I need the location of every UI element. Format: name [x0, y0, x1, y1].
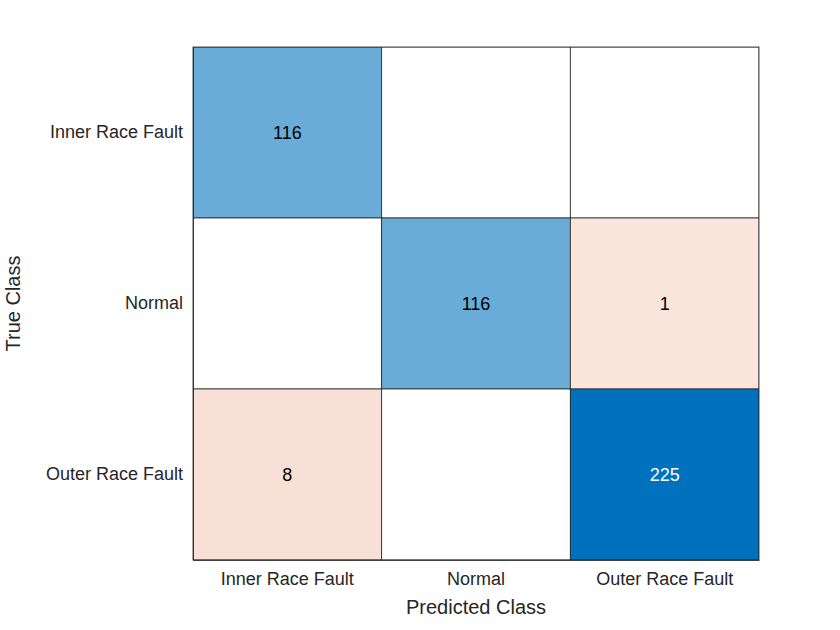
- empty-cell: [570, 47, 759, 218]
- cell-label: 1: [660, 294, 670, 314]
- axis-line: [193, 48, 194, 561]
- frame: [193, 47, 759, 560]
- cell-label: 116: [273, 123, 302, 143]
- tick: Outer Race Fault: [596, 560, 733, 589]
- tick-label: Normal: [125, 293, 183, 313]
- tick-label: Outer Race Fault: [46, 464, 183, 484]
- empty-cell: [382, 47, 571, 218]
- cell: [570, 389, 759, 560]
- cell: [193, 389, 382, 560]
- cell-labels: 116 116 1 8 225: [273, 123, 680, 485]
- cell-label: 8: [282, 465, 292, 485]
- x-axis: Inner Race Fault Normal Outer Race Fault: [194, 560, 760, 589]
- cell: [382, 218, 571, 389]
- tick: Normal: [125, 293, 193, 313]
- tick: Outer Race Fault: [46, 464, 193, 484]
- cell-label: 225: [650, 465, 680, 485]
- y-axis: Inner Race Fault Normal Outer Race Fault: [46, 48, 194, 561]
- cells: [193, 47, 759, 560]
- tick: Inner Race Fault: [50, 122, 193, 142]
- axis-line: [194, 560, 760, 561]
- x-axis-title: Predicted Class: [406, 596, 546, 618]
- tick-label: Outer Race Fault: [596, 569, 733, 589]
- chart: 116 116 1 8 225 Inner Race Fault Normal Outer R…: [0, 0, 840, 630]
- empty-cell: [382, 389, 571, 560]
- tick-label: Inner Race Fault: [50, 122, 183, 142]
- tick: Inner Race Fault: [221, 560, 354, 589]
- cell: [570, 218, 759, 389]
- tick-label: Normal: [447, 569, 505, 589]
- cell-label: 116: [462, 294, 491, 314]
- tick-label: Inner Race Fault: [221, 569, 354, 589]
- plot: 116 116 1 8 225 Inner Race Fault Normal Outer R…: [46, 47, 760, 589]
- empty-cell: [193, 218, 382, 389]
- y-axis-title: True Class: [2, 256, 24, 352]
- tick: Normal: [447, 560, 505, 589]
- cell: [193, 47, 382, 218]
